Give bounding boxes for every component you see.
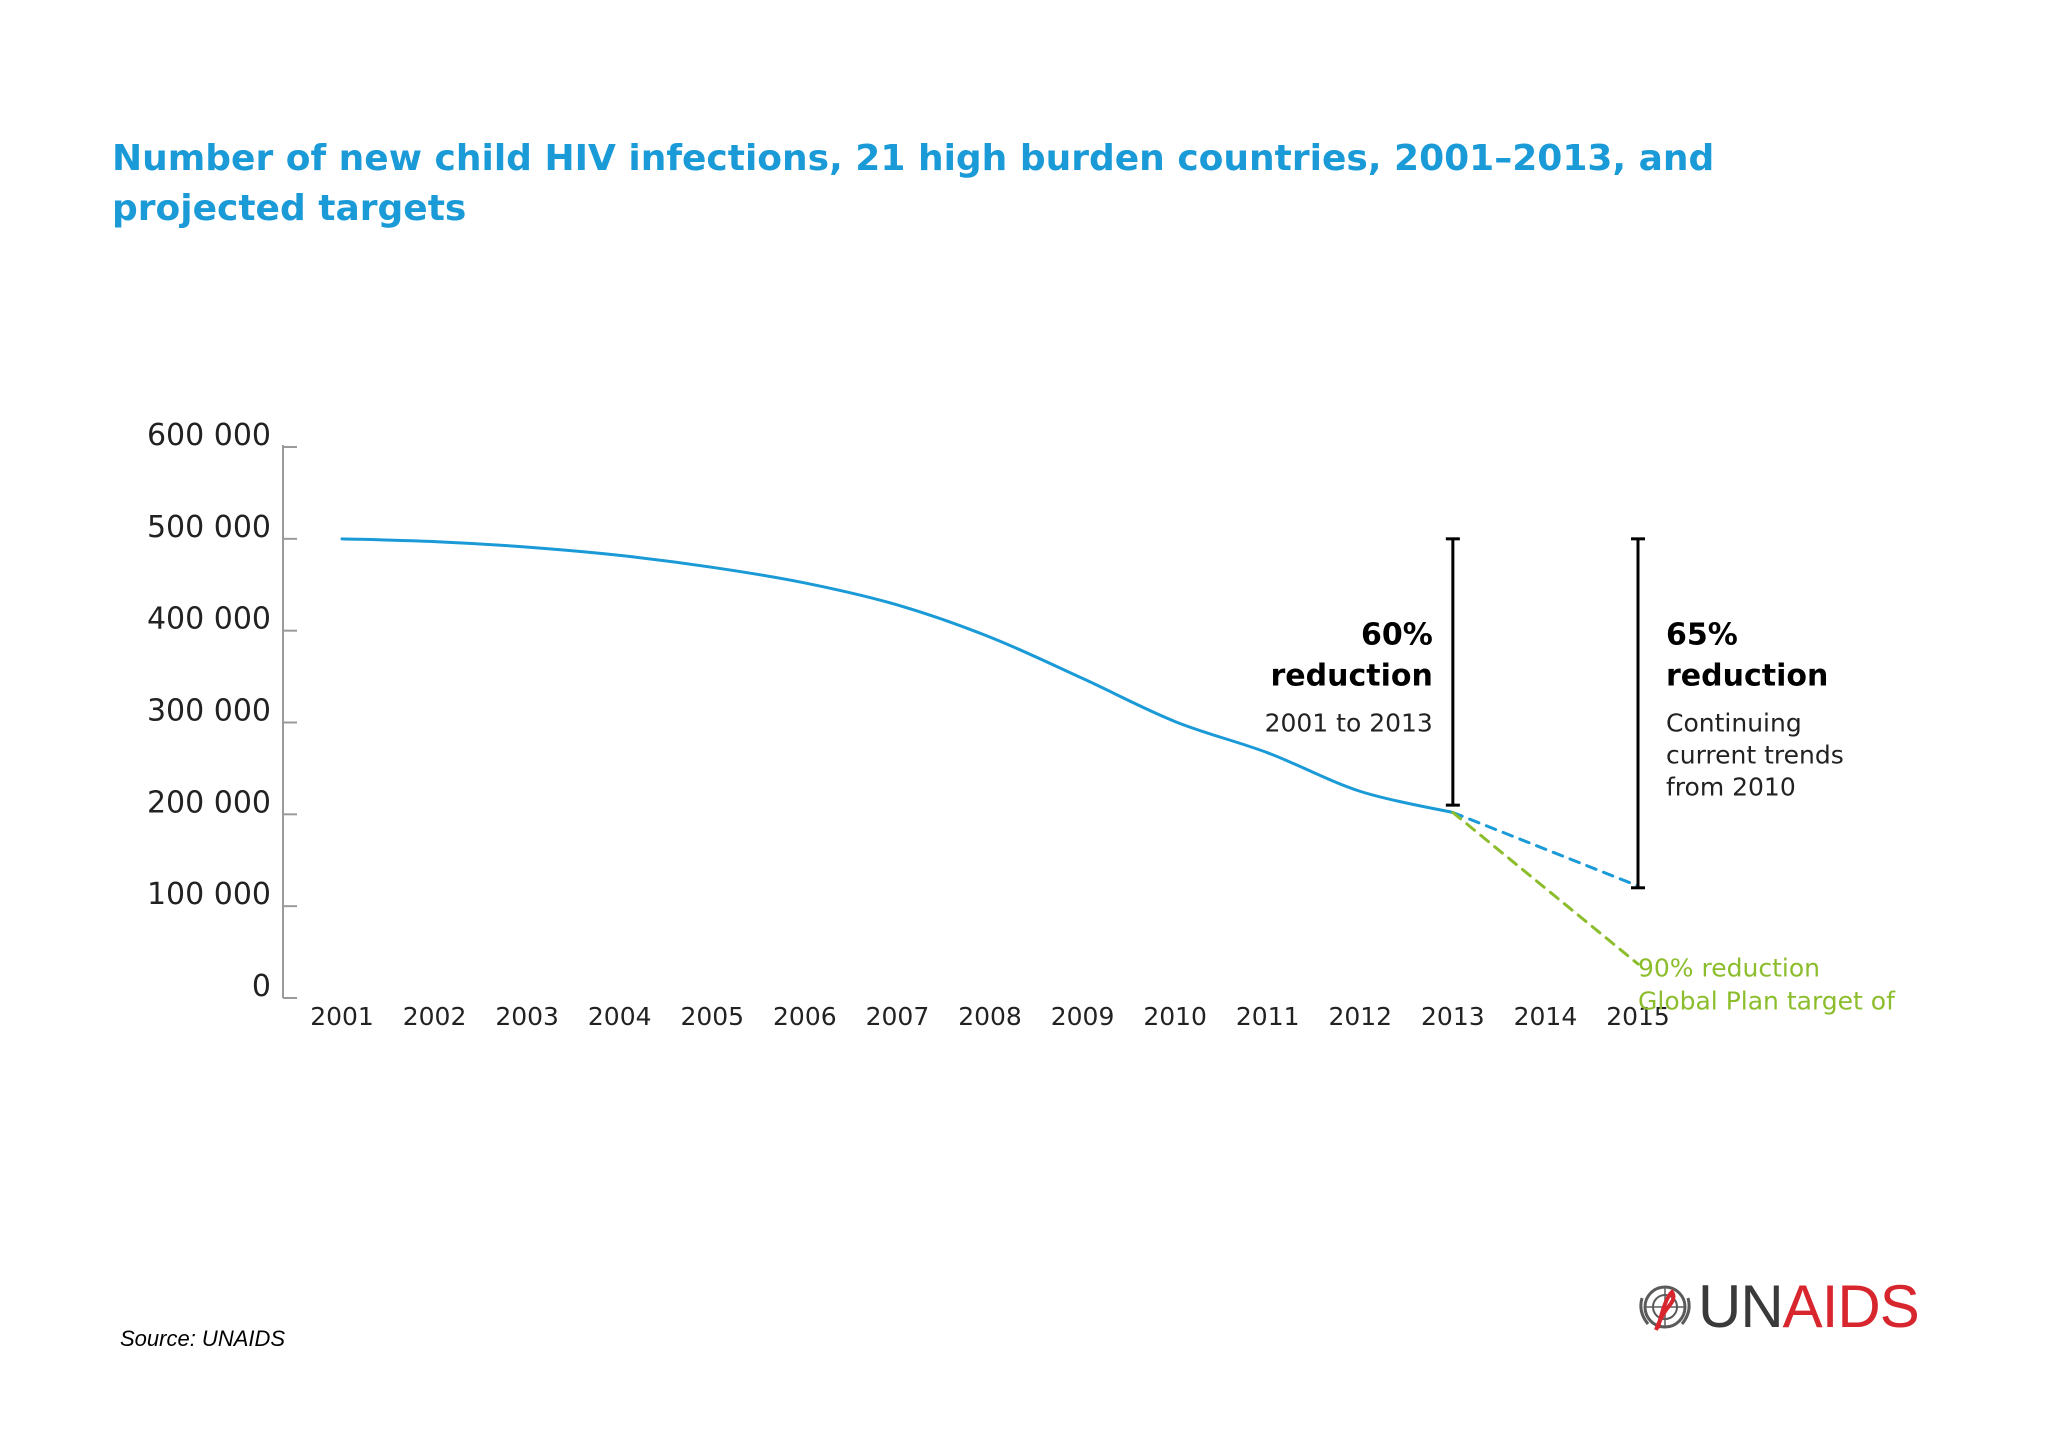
- x-tick-label: 2008: [958, 1002, 1022, 1031]
- unaids-logo: UNAIDS: [1636, 1270, 1926, 1340]
- x-tick-label: 2004: [588, 1002, 652, 1031]
- x-tick-label: 2009: [1051, 1002, 1115, 1031]
- annotation-text: Continuing: [1666, 709, 1802, 738]
- annotation-bold: reduction: [1666, 659, 1828, 694]
- annotation-text: current trends: [1666, 741, 1844, 770]
- annotation-bold: reduction: [1270, 659, 1432, 694]
- annotation-bold: 65%: [1666, 618, 1738, 653]
- annotation-text: from 2010: [1666, 773, 1796, 802]
- y-tick-label: 600 000: [147, 418, 271, 453]
- x-tick-label: 2011: [1236, 1002, 1300, 1031]
- annotation-bold: 60%: [1361, 618, 1433, 653]
- x-tick-label: 2005: [680, 1002, 744, 1031]
- x-tick-label: 2014: [1514, 1002, 1578, 1031]
- y-tick-label: 500 000: [147, 510, 271, 545]
- source-note: Source: UNAIDS: [120, 1326, 286, 1351]
- y-tick-label: 0: [252, 969, 271, 1004]
- x-tick-label: 2010: [1143, 1002, 1207, 1031]
- y-tick-label: 200 000: [147, 785, 271, 820]
- x-tick-label: 2015: [1606, 1002, 1670, 1031]
- x-tick-label: 2013: [1421, 1002, 1485, 1031]
- y-tick-label: 300 000: [147, 694, 271, 729]
- x-tick-label: 2006: [773, 1002, 837, 1031]
- x-tick-label: 2012: [1328, 1002, 1392, 1031]
- y-tick-label: 100 000: [147, 877, 271, 912]
- x-tick-label: 2003: [495, 1002, 559, 1031]
- logo-text-aids: AIDS: [1782, 1273, 1920, 1340]
- logo-text: UNAIDS: [1698, 1272, 1920, 1342]
- global-plan-label: 90% reduction: [1638, 953, 1820, 982]
- x-tick-label: 2007: [866, 1002, 930, 1031]
- x-tick-label: 2002: [403, 1002, 467, 1031]
- x-tick-label: 2001: [310, 1002, 374, 1031]
- projection-line-1: [1451, 810, 1640, 888]
- un-emblem-icon: [1639, 1285, 1691, 1331]
- data-line: [340, 537, 1455, 814]
- chart-title: Number of new child HIV infections, 21 h…: [112, 138, 1715, 229]
- projection-line-2: [1451, 810, 1640, 966]
- logo-text-un: UN: [1698, 1273, 1784, 1340]
- annotation-text: 2001 to 2013: [1265, 709, 1433, 738]
- global-plan-label: Global Plan target of: [1638, 986, 1896, 1015]
- y-tick-label: 400 000: [147, 602, 271, 637]
